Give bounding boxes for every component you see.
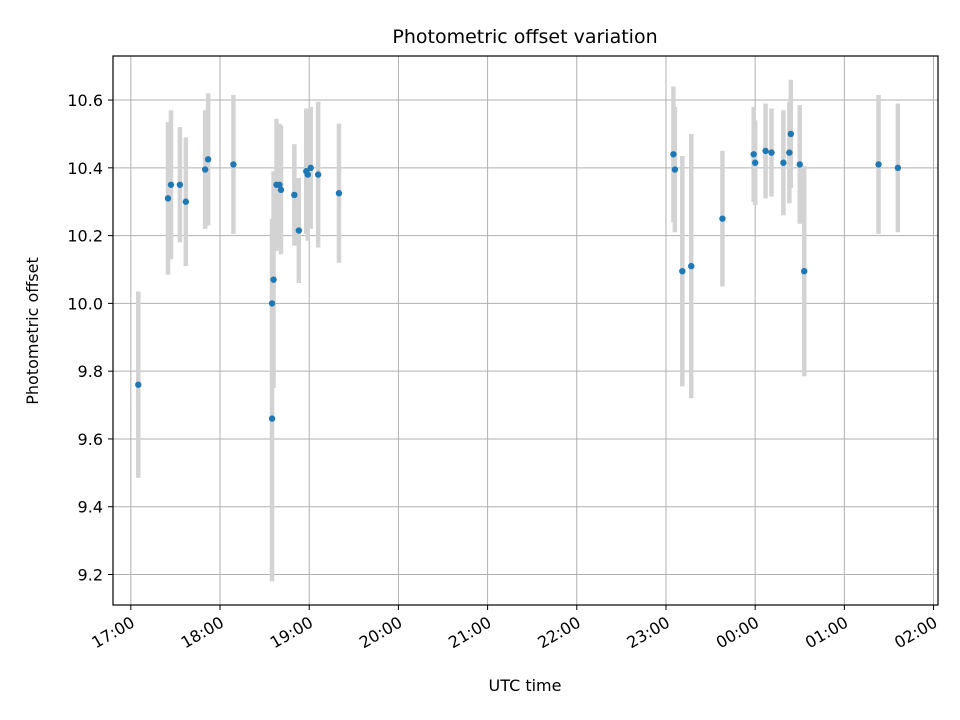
y-tick-label: 9.4 (78, 498, 103, 517)
data-point (295, 227, 303, 234)
data-point (230, 161, 237, 168)
data-point (670, 151, 677, 158)
data-point (751, 159, 759, 166)
data-point (780, 159, 787, 166)
y-tick-label: 10.0 (67, 294, 103, 313)
y-axis-ticks: 9.2 9.4 9.6 9.8 10.0 10.2 10.4 10.6 (67, 91, 113, 585)
data-points (135, 130, 902, 422)
data-point (135, 381, 142, 388)
data-point (268, 300, 276, 307)
data-point (679, 267, 686, 275)
data-point (786, 149, 793, 156)
data-point (894, 164, 902, 172)
data-point (688, 262, 695, 270)
grid (113, 56, 938, 605)
data-point (796, 161, 803, 168)
data-point (270, 276, 277, 283)
data-point (875, 161, 882, 168)
chart-title: Photometric offset variation (392, 26, 657, 48)
data-point (801, 267, 808, 275)
data-point (314, 171, 322, 178)
data-point (768, 149, 775, 156)
data-point (204, 156, 212, 163)
x-axis-title: UTC time (489, 676, 562, 695)
data-point (335, 190, 343, 197)
data-point (277, 186, 285, 194)
data-point (276, 181, 283, 188)
y-axis-title: Photometric offset (23, 257, 42, 405)
data-point (291, 191, 298, 199)
data-point (719, 215, 726, 222)
y-tick-label: 10.6 (67, 91, 103, 110)
y-tick-label: 10.4 (67, 159, 103, 178)
y-tick-label: 10.2 (67, 227, 103, 246)
data-point (167, 181, 175, 188)
plot-frame (112, 55, 939, 606)
data-point (164, 195, 172, 202)
data-point (307, 164, 314, 172)
data-point (201, 166, 209, 173)
data-point (176, 181, 184, 188)
y-tick-label: 9.8 (78, 362, 103, 381)
data-point (182, 198, 190, 205)
data-point (762, 147, 769, 155)
data-point (671, 166, 679, 173)
data-point (304, 171, 311, 178)
data-point (268, 415, 276, 422)
y-tick-label: 9.2 (78, 566, 103, 585)
y-tick-label: 9.6 (78, 430, 103, 449)
data-point (750, 151, 757, 158)
data-point (787, 130, 795, 138)
